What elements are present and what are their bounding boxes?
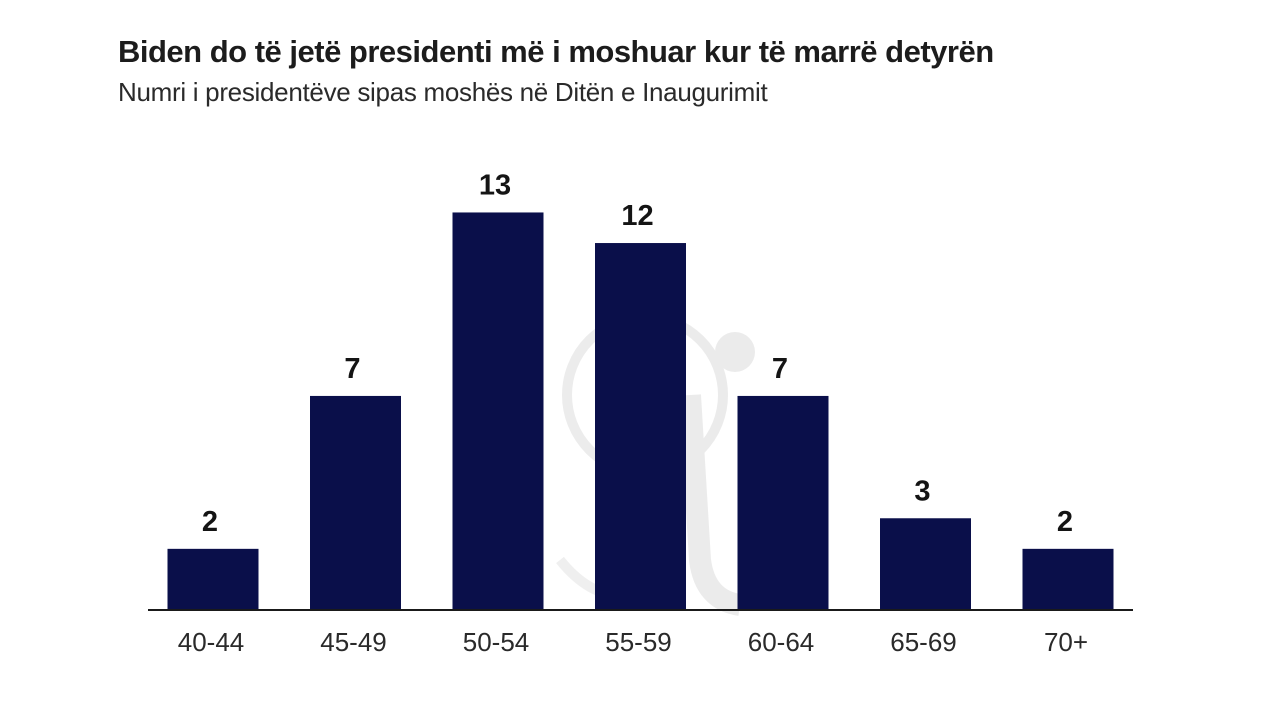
category-label-45-49: 45-49: [320, 627, 387, 657]
chart-subtitle: Numri i presidentëve sipas moshës në Dit…: [118, 77, 768, 107]
value-label-45-49: 7: [344, 353, 360, 385]
value-labels-group: 2 7 13 12 7 3 2: [202, 169, 1073, 537]
category-labels-group: 40-44 45-49 50-54 55-59 60-64 65-69 70+: [178, 627, 1088, 657]
bar-50-54: [452, 212, 544, 610]
value-label-40-44: 2: [202, 506, 218, 538]
bar-70+: [1022, 548, 1114, 610]
bar-40-44: [167, 548, 259, 610]
bars-group: [167, 212, 1114, 611]
value-label-60-64: 7: [772, 353, 788, 385]
bar-45-49: [310, 395, 401, 610]
category-label-65-69: 65-69: [890, 627, 957, 657]
category-label-60-64: 60-64: [748, 627, 815, 657]
category-label-50-54: 50-54: [463, 627, 530, 657]
category-label-40-44: 40-44: [178, 627, 245, 657]
bar-65-69: [880, 518, 971, 610]
value-label-65-69: 3: [914, 475, 930, 507]
value-label-55-59: 12: [621, 200, 653, 232]
value-label-50-54: 13: [479, 169, 511, 201]
category-label-70+: 70+: [1044, 627, 1088, 657]
bar-60-64: [737, 395, 829, 610]
chart-title: Biden do të jetë presidenti më i moshuar…: [118, 34, 994, 69]
category-label-55-59: 55-59: [605, 627, 672, 657]
value-label-70+: 2: [1057, 506, 1073, 538]
bar-55-59: [595, 243, 686, 611]
